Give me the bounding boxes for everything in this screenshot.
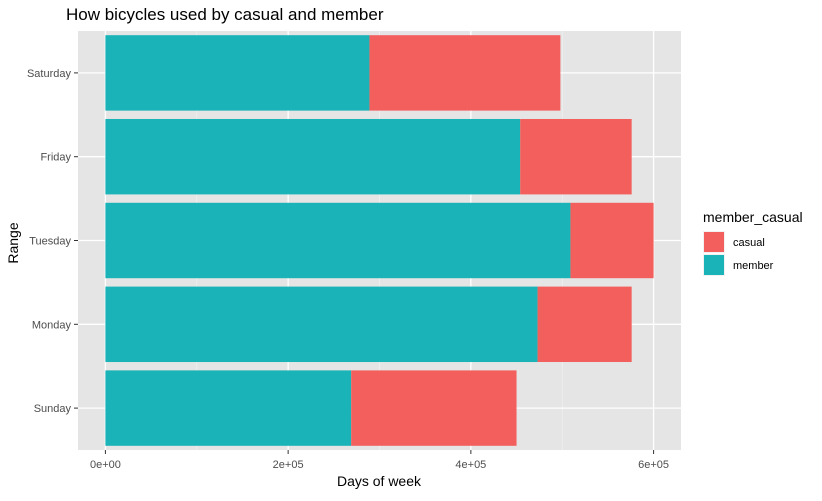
legend-swatch-member: [704, 255, 724, 275]
y-axis: Sunday Monday Tuesday Friday Saturday: [27, 68, 78, 415]
y-tick-label: Sunday: [34, 403, 72, 415]
chart-title: How bicycles used by casual and member: [66, 5, 384, 24]
bar-casual-sunday: [351, 370, 517, 446]
x-tick-label: 4e+05: [455, 459, 486, 471]
bar-member-monday: [105, 286, 538, 363]
x-tick-label: 2e+05: [273, 459, 304, 471]
legend: member_casual casual member: [703, 209, 803, 276]
bars-group: [105, 35, 654, 446]
y-tick-label: Friday: [40, 152, 71, 164]
y-tick-label: Monday: [32, 319, 72, 331]
bar-member-saturday: [105, 35, 370, 111]
bar-casual-monday: [537, 286, 632, 363]
y-tick-label: Saturday: [27, 68, 72, 80]
bar-casual-tuesday: [570, 202, 654, 279]
x-axis: 0e+00 2e+05 4e+05 6e+05: [90, 450, 669, 471]
y-tick-label: Tuesday: [29, 236, 71, 248]
x-axis-title: Days of week: [337, 473, 422, 489]
y-axis-title: Range: [5, 222, 21, 263]
legend-swatch-casual: [704, 232, 724, 252]
x-tick-label: 0e+00: [90, 459, 121, 471]
bar-casual-saturday: [369, 35, 561, 111]
bar-member-tuesday: [105, 202, 571, 279]
bar-member-sunday: [105, 370, 352, 446]
legend-title: member_casual: [703, 209, 803, 225]
bar-member-friday: [105, 118, 521, 195]
legend-label-member: member: [733, 260, 774, 272]
legend-label-casual: casual: [733, 237, 765, 249]
bar-casual-friday: [520, 118, 632, 195]
x-tick-label: 6e+05: [638, 459, 669, 471]
